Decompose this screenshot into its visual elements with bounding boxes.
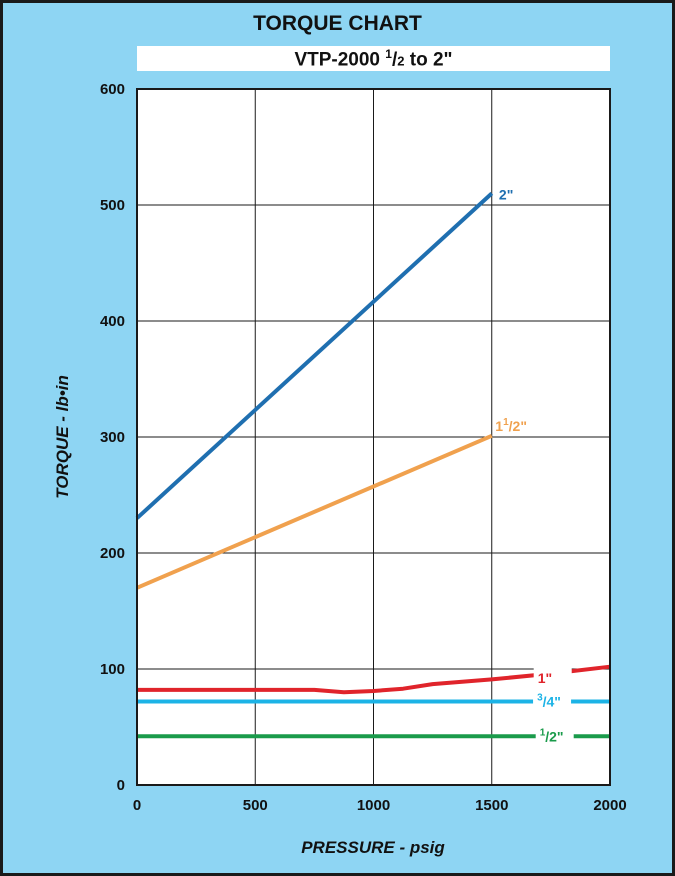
y-tick-label: 500: [100, 197, 125, 214]
y-tick-label: 100: [100, 661, 125, 678]
y-tick-label: 300: [100, 429, 125, 446]
series-label-3: 3/4": [537, 692, 561, 709]
series-line-2: [137, 664, 611, 695]
subtitle-rest: to 2": [404, 49, 453, 71]
x-tick-label: 1500: [475, 797, 508, 814]
series-line-1: [136, 433, 493, 590]
series-lines: [135, 191, 611, 739]
x-tick-label: 500: [243, 797, 268, 814]
series-label-bg: [533, 691, 572, 712]
x-tick-label: 1000: [357, 797, 390, 814]
series-label-2: 1": [538, 670, 552, 686]
chart-title: TORQUE CHART: [253, 12, 422, 35]
y-tick-label: 200: [100, 545, 125, 562]
series-label-bg: [535, 726, 574, 747]
y-tick-label: 0: [117, 777, 125, 794]
series-label-bg: [533, 667, 572, 688]
chart-subtitle-box: VTP-2000 1/2 to 2": [137, 46, 610, 71]
series-label-1: 11/2": [495, 417, 527, 434]
series-label-0: 2": [499, 186, 513, 202]
x-axis-label: PRESSURE - psig: [301, 838, 445, 857]
y-tick-label: 400: [100, 313, 125, 330]
subtitle-model: VTP-2000: [294, 49, 380, 71]
x-tick-label: 0: [133, 797, 141, 814]
subtitle-fraction-num: 1: [385, 47, 392, 61]
y-tick-label: 600: [100, 81, 125, 98]
series-label-4: 1/2": [540, 727, 564, 744]
y-axis-label: TORQUE - lb•in: [53, 375, 72, 499]
plot-border: [136, 88, 611, 786]
series-labels: 2" 11/2" 1" 3/4" 1/2": [495, 186, 574, 747]
tick-labels: 0 500 1000 1500 2000 0 100 200 300 400 500 600: [100, 81, 627, 814]
series-line-0: [135, 191, 494, 520]
x-tick-label: 2000: [593, 797, 626, 814]
chart-subtitle: VTP-2000 1/2 to 2": [294, 47, 453, 71]
subtitle-fraction-den: 2: [397, 53, 405, 69]
